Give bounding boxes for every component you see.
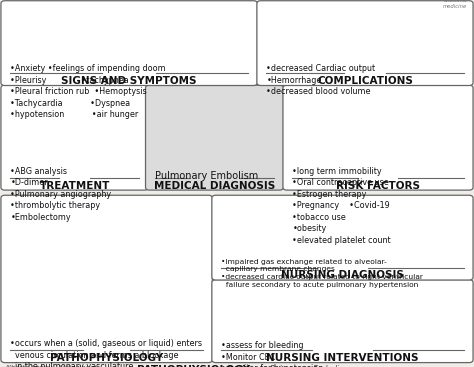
FancyBboxPatch shape (1, 195, 212, 363)
Text: NURSING INTERVENTIONS: NURSING INTERVENTIONS (266, 353, 419, 363)
FancyBboxPatch shape (212, 195, 473, 280)
Text: unbound
medicine: unbound medicine (443, 0, 467, 9)
FancyBboxPatch shape (283, 85, 473, 190)
Text: TREATMENT: TREATMENT (39, 181, 110, 190)
Text: NURSING DIAGNOSIS: NURSING DIAGNOSIS (281, 270, 404, 280)
Text: Pulmonary Embolism: Pulmonary Embolism (270, 365, 351, 367)
Text: PATHOPHYSIOLOGY: PATHOPHYSIOLOGY (137, 365, 251, 367)
FancyBboxPatch shape (146, 85, 283, 190)
Text: COMPLICATIONS: COMPLICATIONS (317, 76, 413, 86)
Text: •decreased Cardiac output
•Hemorrhage
•decreased blood volume: •decreased Cardiac output •Hemorrhage •d… (266, 64, 375, 96)
Text: RISK FACTORS: RISK FACTORS (336, 181, 420, 190)
Text: •long term immobility
•Oral contraceptive use
•Estrogen therapy
•Pregnancy    •C: •long term immobility •Oral contraceptiv… (292, 167, 391, 245)
Text: SIGNS AND SYMPTOMS: SIGNS AND SYMPTOMS (62, 76, 197, 86)
FancyBboxPatch shape (1, 1, 257, 86)
Text: •occurs when a (solid, gaseous or liquid) enters
  venous circulation and forms : •occurs when a (solid, gaseous or liquid… (10, 339, 202, 367)
FancyBboxPatch shape (1, 85, 148, 190)
Text: •ABG analysis
•D-dimer
•Pulmonary angiography
•thrombolytic therapy
•Embolectomy: •ABG analysis •D-dimer •Pulmonary angiog… (10, 167, 111, 222)
Text: •assess for bleeding
•Monitor CBC
•monitor for hypotension
•Initiate and maintai: •assess for bleeding •Monitor CBC •monit… (221, 341, 350, 367)
FancyBboxPatch shape (257, 1, 473, 86)
Text: PATHOPHYSIOLOGY: PATHOPHYSIOLOGY (50, 353, 163, 363)
Text: MEDICAL DIAGNOSIS: MEDICAL DIAGNOSIS (154, 181, 275, 190)
Text: Alberto Lowry - Heinzinger: Alberto Lowry - Heinzinger (5, 365, 98, 367)
Text: Pulmonary Embolism: Pulmonary Embolism (155, 158, 258, 181)
Text: •Anxiety •feelings of impending doom
•Pleurisy              •tachypnea
•Pleural : •Anxiety •feelings of impending doom •Pl… (10, 64, 166, 119)
Text: •Impaired gas exchange related to alveolar-
  capillary membrane changes
•decrea: •Impaired gas exchange related to alveol… (221, 259, 423, 288)
FancyBboxPatch shape (212, 280, 473, 363)
